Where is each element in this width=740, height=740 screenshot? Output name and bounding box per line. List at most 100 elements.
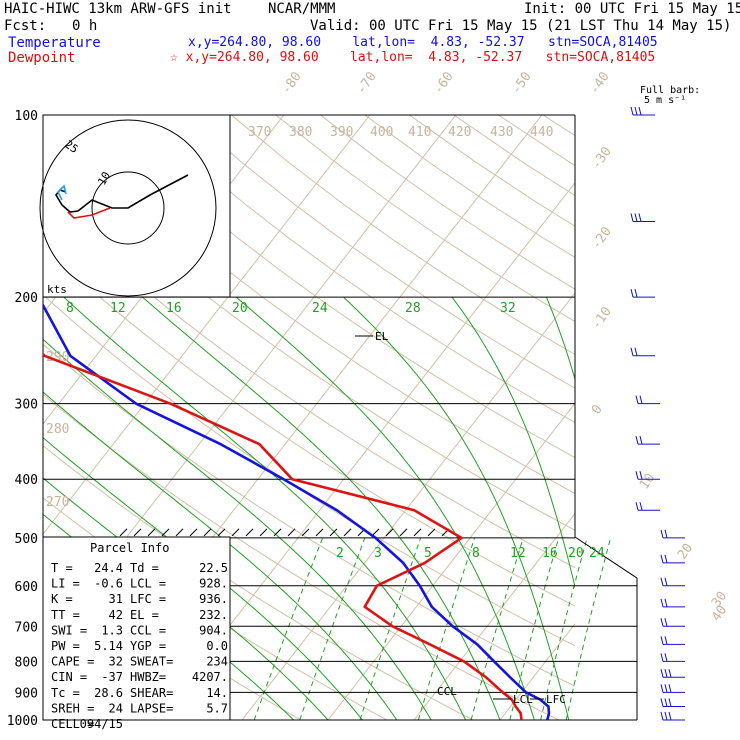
dry-adiabat-label: 420 <box>448 125 471 140</box>
wind-barb-flag <box>630 289 634 298</box>
el-label: EL <box>375 330 389 343</box>
dry-adiabat-label: 380 <box>289 125 312 140</box>
parcel-row-value: 32 <box>109 655 123 669</box>
wind-barb-flag <box>630 347 634 356</box>
wind-barb-flag <box>660 711 664 721</box>
wind-barb-flag <box>664 554 668 564</box>
series-dewpoint <box>43 352 523 720</box>
isotherm-label: 0 <box>589 402 606 417</box>
mixing-ratio-clip <box>253 537 612 720</box>
pressure-tick-label: 1000 <box>7 714 38 729</box>
parcel-box-frame <box>42 536 231 721</box>
wind-barb-flag <box>635 436 639 445</box>
wind-barb-flag <box>660 618 664 627</box>
parcel-row-label: LFC = <box>130 592 166 606</box>
wind-barb-flag <box>638 213 642 222</box>
dry-adiabat-label: 400 <box>370 125 393 140</box>
hodograph-trace-top <box>57 184 67 201</box>
parcel-row-value: 936. <box>199 592 228 606</box>
isotherm-label: 30 <box>709 589 730 610</box>
wind-barb-flag <box>664 636 668 645</box>
mixing-ratio-label: 16 <box>542 546 558 561</box>
parcel-row-label: SREH = <box>51 701 94 715</box>
wind-barb-flag <box>660 529 664 538</box>
profile-clip <box>43 302 551 720</box>
wind-barb-flag <box>635 395 639 404</box>
dry-adiabat <box>542 115 575 137</box>
dry-adiabat-label: 440 <box>530 125 553 140</box>
wind-barb-flag <box>664 684 668 693</box>
hatch-mark <box>161 528 170 537</box>
hodograph-ring-inner <box>91 171 165 245</box>
dewpoint-location: ☆ x,y=264.80, 98.60 lat,lon= 4.83, -52.3… <box>170 50 656 65</box>
isotherm-label: -40 <box>587 69 613 97</box>
parcel-row-value: 14. <box>206 686 228 700</box>
parcel-info-title: Parcel Info <box>90 541 169 555</box>
wind-barb-flag <box>664 577 668 586</box>
isotherm-line <box>499 623 575 720</box>
pressure-tick-label: 200 <box>15 291 38 306</box>
parcel-row-label: PW = <box>51 639 80 653</box>
wind-barb-flag <box>639 395 643 404</box>
mixing-ratio-line <box>417 537 476 720</box>
dry-adiabat <box>97 115 575 459</box>
dry-adiabat-label: 280 <box>46 422 69 437</box>
parcel-row-value: 232. <box>199 608 228 622</box>
fcst-label: Fcst: <box>4 18 47 34</box>
hatch-mark <box>259 528 268 537</box>
hatch-mark <box>427 528 436 537</box>
lcl-label: LCL <box>513 693 533 706</box>
temperature-location: x,y=264.80, 98.60 lat,lon= 4.83, -52.37 … <box>188 35 658 50</box>
wind-barb-flag <box>668 669 672 678</box>
dry-adiabat-label: 390 <box>330 125 353 140</box>
mixing-ratio-label: 8 <box>472 546 480 561</box>
barb-legend-title: Full barb: <box>640 85 701 96</box>
hatch-mark <box>329 528 338 537</box>
parcel-row-value: 5.7 <box>206 701 228 715</box>
isotherm-line <box>586 115 740 720</box>
wind-barb-flag <box>664 529 668 538</box>
wind-barb-flag <box>660 669 664 678</box>
isotherm-label: -80 <box>279 69 305 97</box>
dry-adiabat <box>231 115 575 356</box>
moist-adiabat-label: 32 <box>500 301 516 316</box>
barb-legend-unit: 5 m s⁻¹ <box>644 95 687 106</box>
parcel-row-value: 42 <box>109 608 123 622</box>
isotherm-label: 20 <box>675 541 696 562</box>
dewpoint-legend: Dewpoint <box>8 50 76 66</box>
isotherm-line <box>413 512 575 720</box>
parcel-row-value: 0.0 <box>206 639 228 653</box>
valid-time: Valid: 00 UTC Fri 15 May 15 (21 LST Thu … <box>310 18 732 34</box>
wind-barb-flag <box>639 471 643 480</box>
wind-barb-flag <box>639 436 643 445</box>
temperature-legend: Temperature <box>8 35 101 51</box>
parcel-row-value: 24.4 <box>94 561 123 575</box>
dry-adiabat-label: 270 <box>46 495 69 510</box>
lfc-label: LFC <box>546 693 566 706</box>
hatch-mark <box>287 528 296 537</box>
wind-barb-flag <box>664 711 668 721</box>
isotherm-label: -20 <box>589 224 615 252</box>
wind-barb-flag <box>660 698 664 707</box>
dry-adiabat <box>364 115 575 258</box>
hatch-mark <box>399 528 408 537</box>
pressure-tick-label: 900 <box>15 686 38 701</box>
hodograph-ring-outer <box>39 119 217 297</box>
hodograph-trace-low <box>67 207 111 219</box>
series-temperature <box>43 302 551 720</box>
hodograph-trace <box>55 174 189 213</box>
parcel-row-value: 24 <box>109 701 123 715</box>
wind-barb-flag <box>630 106 634 116</box>
wind-barb-flag <box>664 598 668 607</box>
wind-barb-flag <box>660 554 664 564</box>
parcel-row-value: 22.5 <box>199 561 228 575</box>
hatch-mark <box>343 528 352 537</box>
dry-adiabat <box>186 115 575 389</box>
dry-adiabat <box>52 115 575 495</box>
moist-adiabat-label: 28 <box>405 301 421 316</box>
moist-adiabat-label: 12 <box>110 301 126 316</box>
wind-barb-flag <box>664 618 668 627</box>
parcel-row-value: 094/15 <box>80 717 123 731</box>
parcel-row-label: SHEAR= <box>130 686 173 700</box>
wind-barb-flag <box>660 684 664 693</box>
